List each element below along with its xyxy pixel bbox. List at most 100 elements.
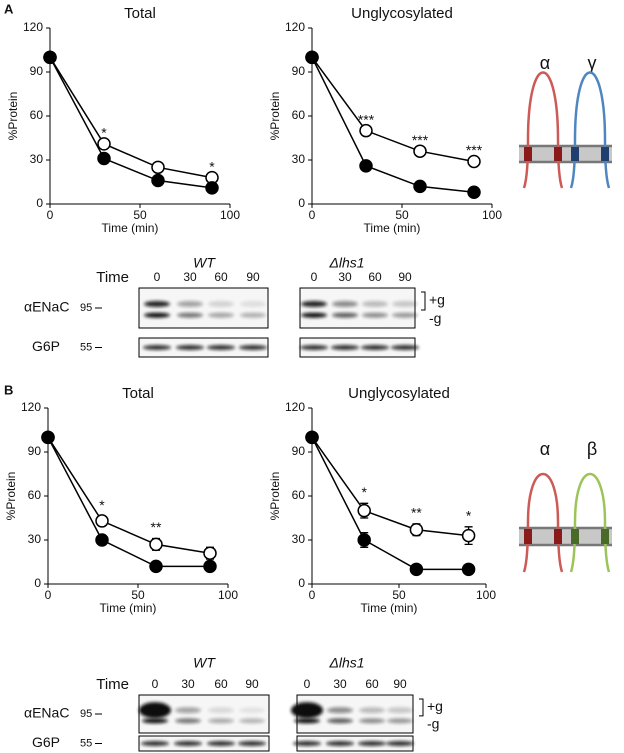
x-axis-label: Time (min) xyxy=(102,221,159,235)
y-axis-label: %Protein xyxy=(4,472,18,521)
y-tick-label: 90 xyxy=(292,64,306,78)
lane-label: 30 xyxy=(338,270,352,284)
data-point xyxy=(43,50,57,65)
chart-title: Total xyxy=(122,385,154,402)
band xyxy=(175,718,201,724)
lane-label: 90 xyxy=(393,677,407,691)
band xyxy=(208,301,234,307)
y-tick-label: 90 xyxy=(292,444,306,458)
transmembrane-segment xyxy=(601,147,609,161)
data-point xyxy=(409,522,424,537)
transmembrane-segment xyxy=(554,529,562,544)
lane-label: 0 xyxy=(152,677,159,691)
control-band xyxy=(361,345,389,350)
data-point xyxy=(151,160,165,175)
data-point xyxy=(205,181,219,195)
series-line xyxy=(311,56,475,194)
x-tick-label: 100 xyxy=(482,208,502,222)
y-axis-label: %Protein xyxy=(268,472,282,521)
y-tick-label: 90 xyxy=(30,64,44,78)
y-tick-label: 30 xyxy=(30,152,44,166)
y-tick-label: 120 xyxy=(285,20,305,34)
subunit-label: γ xyxy=(588,53,597,73)
band xyxy=(144,312,170,318)
band-label: +g xyxy=(429,292,445,308)
transmembrane-segment xyxy=(571,529,579,544)
control-band xyxy=(143,345,171,350)
y-tick-label: 0 xyxy=(34,576,41,590)
lane-label: 60 xyxy=(214,270,228,284)
data-point xyxy=(461,528,476,543)
data-point xyxy=(95,533,109,547)
band xyxy=(332,312,358,318)
band xyxy=(332,301,358,307)
significance-annotation: * xyxy=(99,497,105,513)
y-axis-label: %Protein xyxy=(6,92,20,141)
y-tick-label: 0 xyxy=(298,196,305,210)
data-point xyxy=(97,137,111,151)
significance-annotation: ** xyxy=(151,519,162,535)
control-band xyxy=(358,741,386,746)
y-tick-label: 30 xyxy=(292,532,306,546)
band-label: +g xyxy=(427,698,443,714)
data-point xyxy=(149,559,163,574)
data-point xyxy=(151,173,165,188)
series-line xyxy=(47,436,210,568)
y-tick-label: 30 xyxy=(28,532,42,546)
y-tick-label: 90 xyxy=(28,444,42,458)
x-tick-label: 50 xyxy=(131,588,145,602)
lane-label: 90 xyxy=(398,270,412,284)
series-line xyxy=(47,436,211,554)
control-band xyxy=(207,741,235,746)
subunit-label: α xyxy=(540,53,550,73)
data-point xyxy=(203,546,217,560)
band-bracket xyxy=(421,291,426,311)
y-tick-label: 120 xyxy=(21,400,41,414)
lane-label: 0 xyxy=(154,270,161,284)
y-tick-label: 120 xyxy=(23,20,43,34)
blot-box xyxy=(138,287,269,329)
significance-annotation: *** xyxy=(412,132,429,148)
x-tick-label: 0 xyxy=(309,588,316,602)
band-bracket xyxy=(419,698,424,717)
membrane xyxy=(519,146,612,162)
y-tick-label: 120 xyxy=(285,400,305,414)
control-band xyxy=(391,345,419,350)
lane-label: 30 xyxy=(181,677,195,691)
band xyxy=(240,301,266,307)
band xyxy=(175,707,201,714)
band xyxy=(177,301,203,307)
significance-annotation: *** xyxy=(358,111,375,127)
band xyxy=(142,718,168,724)
lane-label: 60 xyxy=(365,677,379,691)
control-band xyxy=(326,741,354,746)
lane-label: 90 xyxy=(245,677,259,691)
transmembrane-segment xyxy=(601,529,609,544)
lane-label: 90 xyxy=(246,270,260,284)
band xyxy=(239,718,265,724)
subunit-label: β xyxy=(587,439,597,459)
series-line xyxy=(49,56,213,189)
control-band xyxy=(176,345,204,350)
data-point xyxy=(461,562,476,577)
significance-annotation: * xyxy=(361,484,367,500)
mw-label: 55 xyxy=(80,737,92,749)
x-tick-label: 100 xyxy=(476,588,496,602)
x-axis-label: Time (min) xyxy=(361,601,418,615)
data-point xyxy=(359,123,373,138)
control-blot-box xyxy=(138,735,270,752)
control-band xyxy=(207,345,235,350)
significance-annotation: * xyxy=(466,508,472,524)
data-point xyxy=(305,430,319,445)
control-band xyxy=(141,741,169,746)
lane-label: 60 xyxy=(368,270,382,284)
band-label: -g xyxy=(429,310,441,326)
band xyxy=(239,707,265,714)
control-label: G6P xyxy=(32,338,60,354)
band xyxy=(177,312,203,318)
chart-title: Total xyxy=(124,5,156,22)
significance-annotation: * xyxy=(101,125,107,141)
band xyxy=(240,312,266,318)
band xyxy=(208,312,234,318)
